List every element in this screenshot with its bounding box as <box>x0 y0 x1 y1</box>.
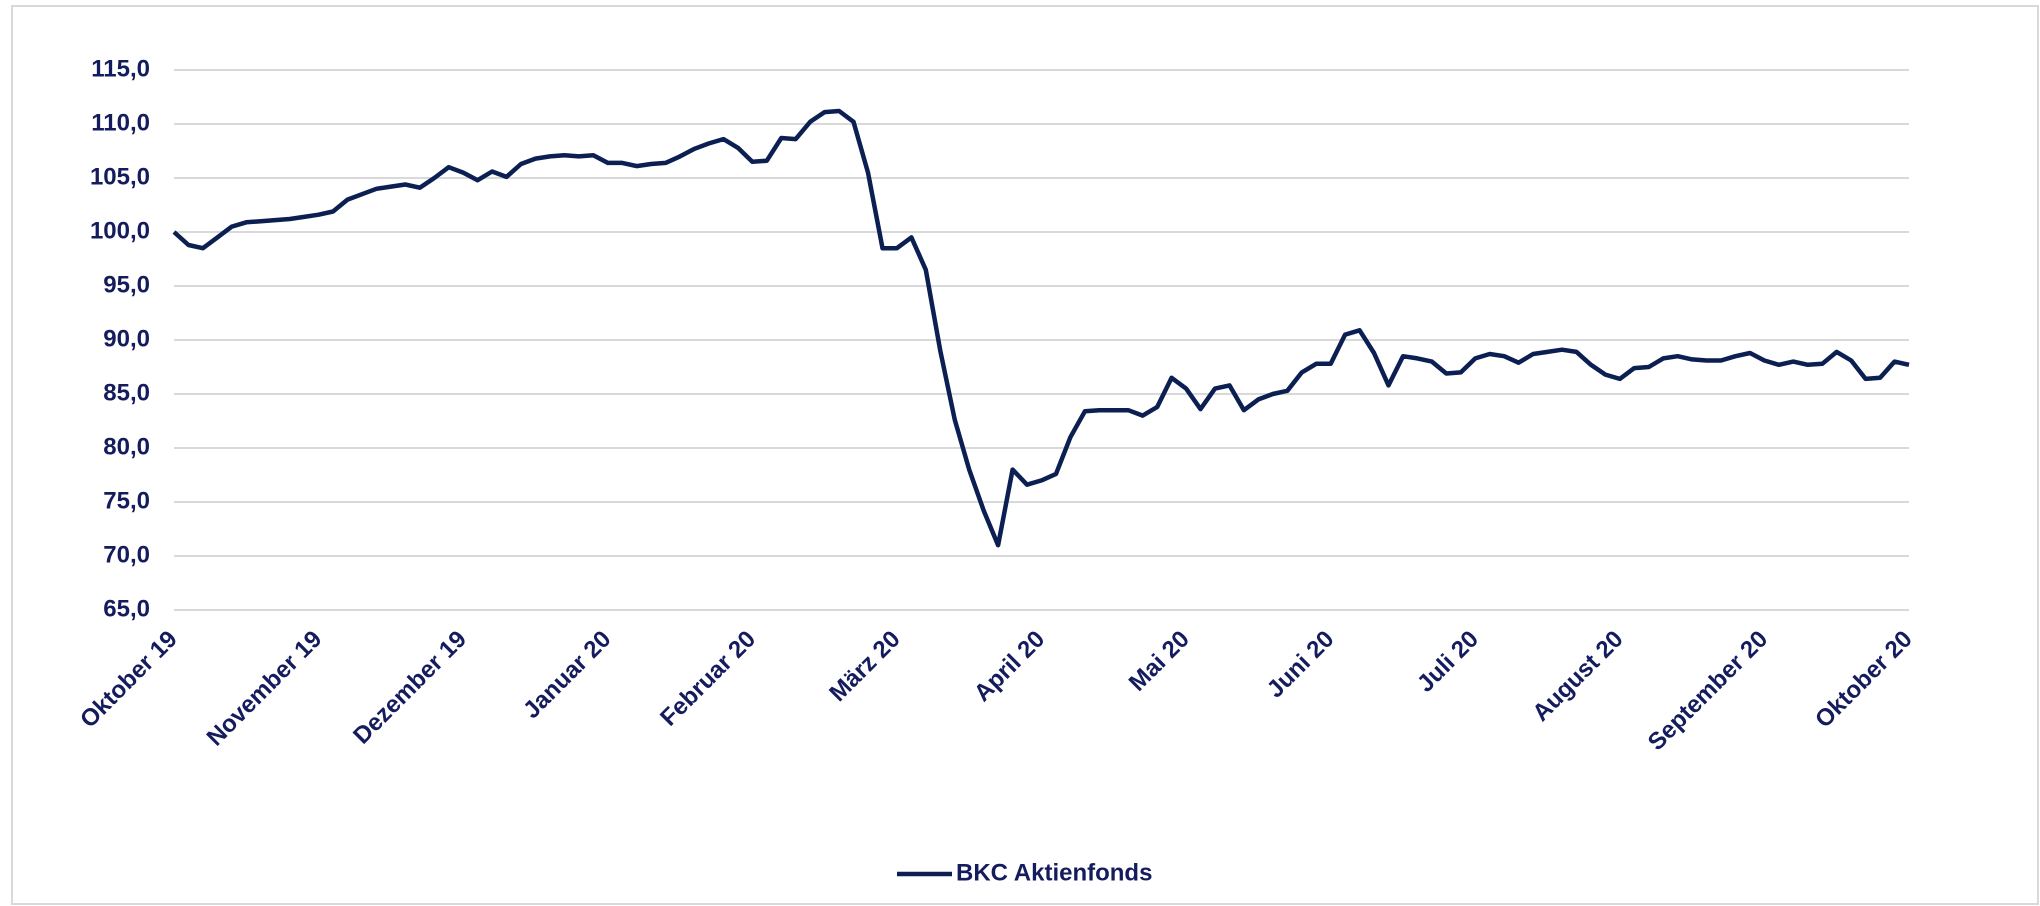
y-tick-label: 90,0 <box>103 325 150 352</box>
y-tick-label: 100,0 <box>90 217 150 244</box>
y-tick-label: 75,0 <box>103 487 150 514</box>
data-line <box>172 108 1910 548</box>
y-tick-label: 85,0 <box>103 379 150 406</box>
y-tick-label: 105,0 <box>90 163 150 190</box>
y-tick-label: 110,0 <box>91 109 150 136</box>
y-tick-label: 95,0 <box>103 271 150 298</box>
x-tick-label: September 20 <box>1643 626 1773 756</box>
x-tick-label: Oktober 20 <box>1810 626 1918 734</box>
x-tick-label: Februar 20 <box>655 626 761 732</box>
y-tick-label: 115,0 <box>91 55 150 82</box>
x-tick-label: Juli 20 <box>1412 626 1484 698</box>
x-tick-label: Mai 20 <box>1124 626 1195 697</box>
y-tick-label: 80,0 <box>103 433 150 460</box>
x-tick-label: Dezember 19 <box>348 626 472 750</box>
y-tick-label: 65,0 <box>103 595 150 622</box>
x-tick-label: Oktober 19 <box>75 626 183 734</box>
x-tick-label: Juni 20 <box>1262 626 1340 704</box>
x-tick-label: August 20 <box>1527 626 1628 727</box>
chart-border <box>11 5 2039 905</box>
x-tick-label: März 20 <box>824 626 905 707</box>
x-tick-label: November 19 <box>202 626 328 752</box>
x-tick-label: April 20 <box>969 626 1050 707</box>
y-tick-label: 70,0 <box>103 541 150 568</box>
legend-label: BKC Aktienfonds <box>956 859 1152 886</box>
x-tick-label: Januar 20 <box>518 626 616 724</box>
